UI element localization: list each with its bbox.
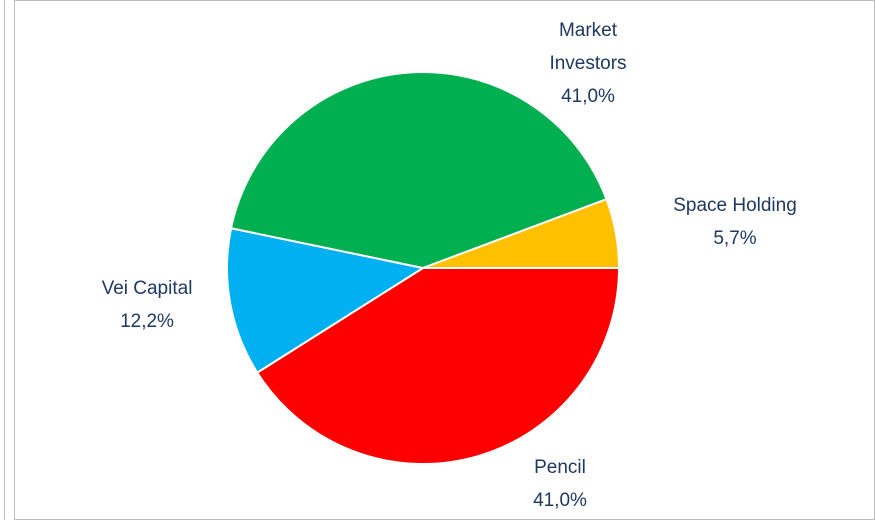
pie-slice: [226, 227, 426, 374]
slice-value: 5,7%: [713, 228, 757, 249]
pie-slice: [255, 267, 621, 465]
pie-slice: [422, 197, 621, 269]
data-label: Space Holding 5,7%: [635, 189, 835, 255]
slice-value: 41,0%: [533, 490, 587, 511]
data-label: Vei Capital 12,2%: [47, 272, 247, 338]
slice-name: Market Investors: [549, 20, 627, 74]
slice-name: Vei Capital: [101, 278, 193, 299]
data-label: Pencil 41,0%: [460, 451, 660, 517]
slice-value: 41,0%: [561, 86, 615, 107]
slice-value: 12,2%: [120, 311, 174, 332]
pie-slice: [229, 71, 608, 270]
slice-name: Pencil: [534, 457, 586, 478]
data-label: Market Investors 41,0%: [533, 14, 643, 113]
slice-name: Space Holding: [673, 195, 797, 216]
